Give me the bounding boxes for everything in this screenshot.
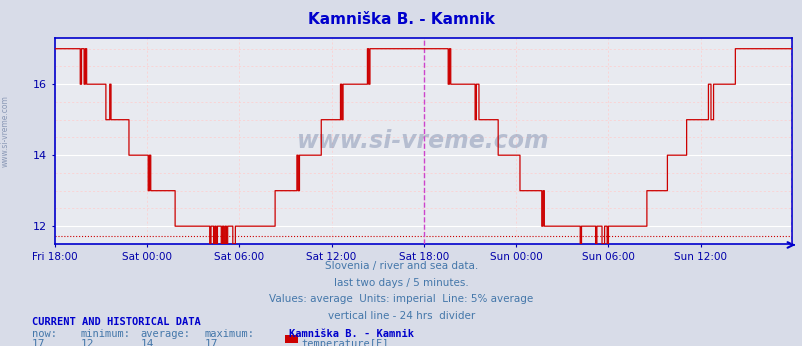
Text: www.si-vreme.com: www.si-vreme.com bbox=[1, 95, 10, 167]
Text: 14: 14 bbox=[140, 339, 154, 346]
Text: Kamniška B. - Kamnik: Kamniška B. - Kamnik bbox=[308, 12, 494, 27]
Text: Values: average  Units: imperial  Line: 5% average: Values: average Units: imperial Line: 5%… bbox=[269, 294, 533, 304]
Text: www.si-vreme.com: www.si-vreme.com bbox=[297, 129, 549, 153]
Text: maximum:: maximum: bbox=[205, 329, 254, 339]
Text: Kamniška B. - Kamnik: Kamniška B. - Kamnik bbox=[289, 329, 414, 339]
Text: Slovenia / river and sea data.: Slovenia / river and sea data. bbox=[325, 261, 477, 271]
Text: CURRENT AND HISTORICAL DATA: CURRENT AND HISTORICAL DATA bbox=[32, 317, 200, 327]
Text: 17: 17 bbox=[205, 339, 218, 346]
Text: average:: average: bbox=[140, 329, 190, 339]
Text: now:: now: bbox=[32, 329, 57, 339]
Text: last two days / 5 minutes.: last two days / 5 minutes. bbox=[334, 278, 468, 288]
Text: minimum:: minimum: bbox=[80, 329, 130, 339]
Text: 12: 12 bbox=[80, 339, 94, 346]
Text: vertical line - 24 hrs  divider: vertical line - 24 hrs divider bbox=[327, 311, 475, 321]
Text: temperature[F]: temperature[F] bbox=[301, 339, 388, 346]
Text: 17: 17 bbox=[32, 339, 46, 346]
